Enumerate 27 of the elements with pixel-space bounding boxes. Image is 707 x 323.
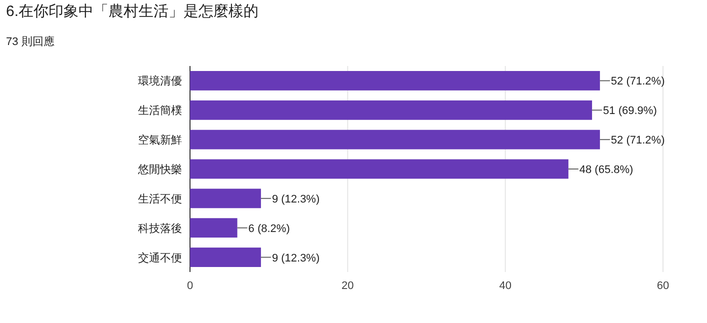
x-tick-label: 0 (186, 280, 194, 292)
bar (190, 100, 592, 120)
y-tick-label: 空氣新鮮 (138, 134, 182, 147)
x-tick-label: 60 (656, 280, 670, 292)
data-label: 9 (12.3%) (272, 193, 320, 206)
bar (190, 159, 568, 179)
data-label: 6 (8.2%) (248, 222, 290, 235)
bar (190, 218, 238, 238)
y-tick-label: 悠閒快樂 (137, 163, 182, 176)
x-tick-label: 40 (499, 280, 512, 292)
bar (190, 71, 600, 90)
data-label: 48 (65.8%) (579, 164, 634, 176)
data-label: 51 (69.9%) (603, 105, 657, 118)
data-label: 52 (71.2%) (610, 76, 665, 88)
data-label: 52 (71.2%) (610, 134, 665, 147)
bar (190, 188, 261, 208)
bar (190, 130, 600, 150)
chart-title: 6.在你印象中「農村生活」是怎麼樣的 (6, 3, 259, 20)
bar (190, 248, 261, 267)
x-tick-label: 20 (342, 280, 354, 292)
text: 73 則回應 (6, 35, 54, 48)
y-tick-label: 交通不便 (138, 251, 182, 264)
y-tick-label: 科技落後 (138, 222, 182, 235)
y-tick-label: 生活簡樸 (138, 104, 182, 118)
data-label: 9 (12.3%) (272, 252, 320, 264)
y-tick-label: 環境清優 (138, 74, 182, 88)
y-tick-label: 生活不便 (138, 192, 182, 206)
